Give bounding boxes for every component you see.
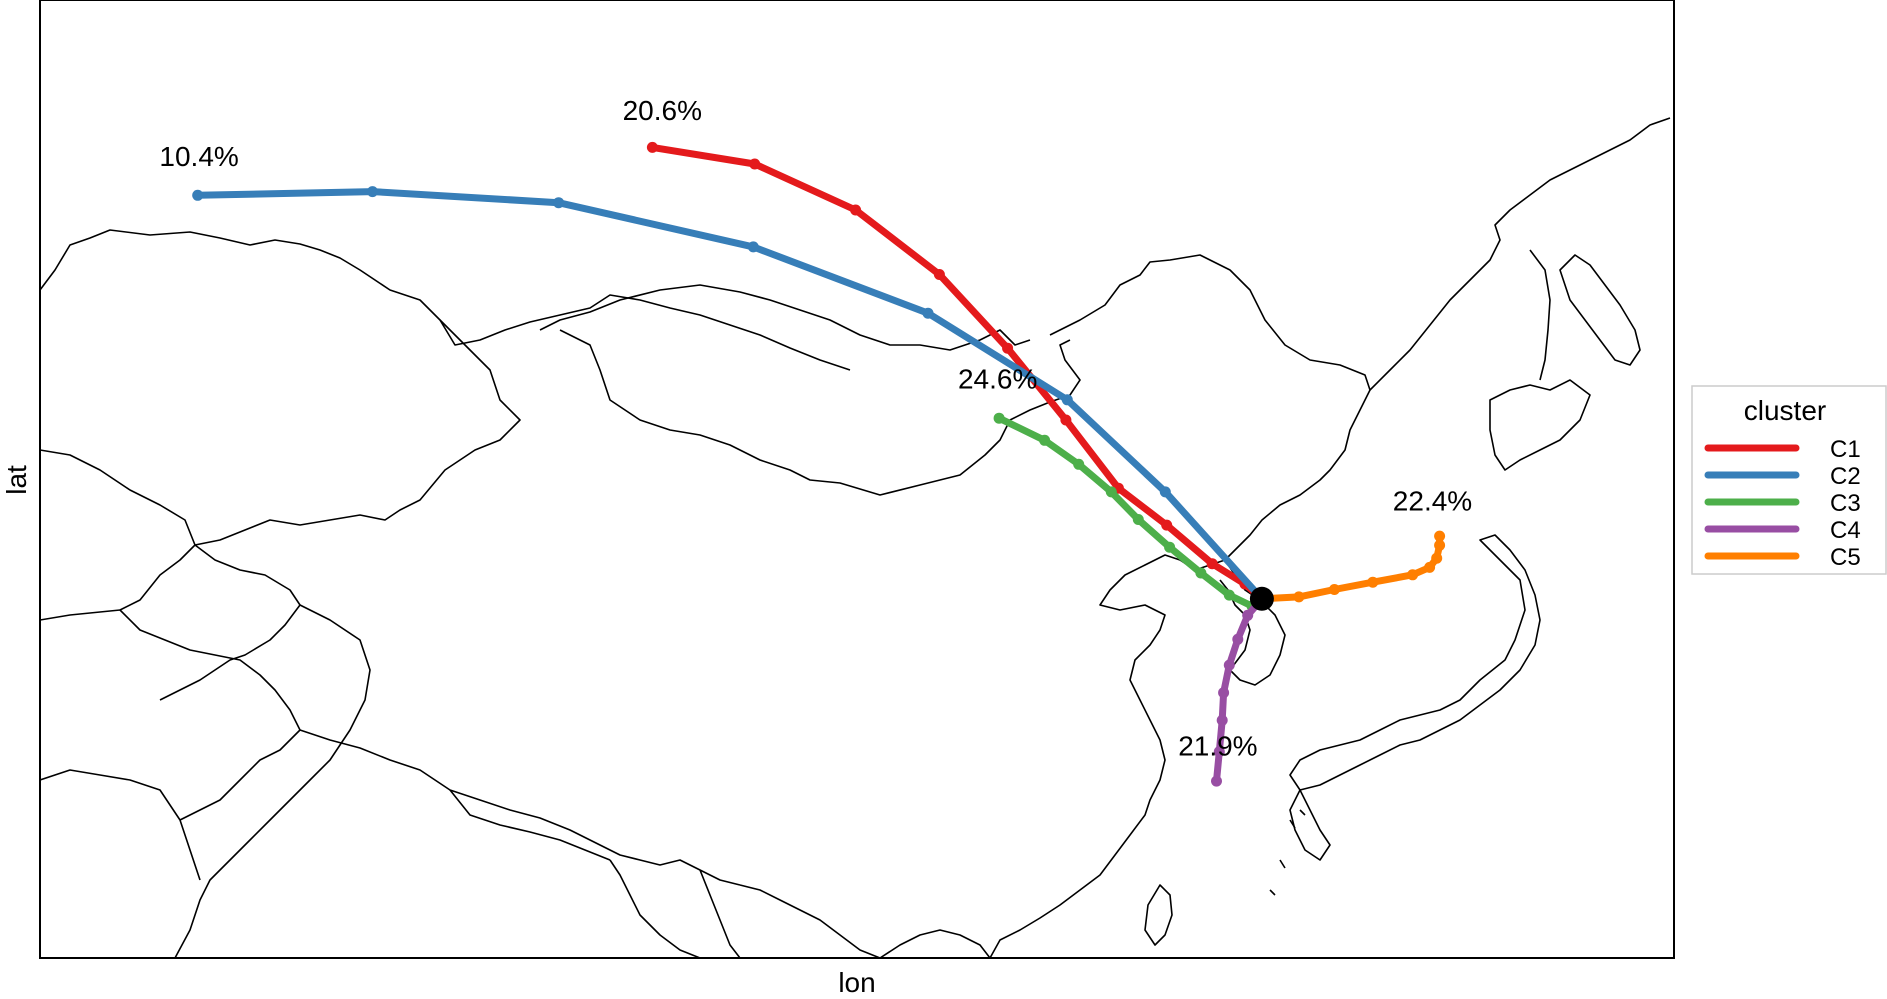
border-russia-mongolia	[539, 284, 1031, 351]
trajectory-point-c1	[1206, 558, 1218, 570]
border-pakistan-india	[174, 604, 371, 958]
trajectories	[192, 141, 1446, 787]
trajectory-point-c5	[1434, 539, 1446, 551]
trajectory-point-c2	[367, 186, 378, 198]
border-russia-kazakhstan	[40, 229, 851, 371]
percent-label-c3: 24.6%	[958, 364, 1037, 395]
trajectory-point-c3	[1132, 514, 1144, 525]
trajectory-point-c1	[749, 158, 761, 170]
trajectory-point-c4	[1232, 633, 1244, 645]
border-iran	[40, 609, 201, 881]
trajectory-point-c3	[1073, 458, 1085, 470]
border-taiwan	[1144, 884, 1173, 946]
percent-labels: 20.6% 10.4% 24.6% 21.9% 22.4%	[159, 95, 1472, 761]
trajectory-point-c4	[1211, 775, 1222, 787]
legend-label-c2: C2	[1830, 463, 1861, 490]
x-axis-label: lon	[838, 967, 875, 998]
trajectory-point-c3	[1105, 486, 1117, 498]
border-japan-hokkaido	[1489, 379, 1591, 471]
legend-label-c3: C3	[1830, 490, 1861, 517]
border-japan-kyushu	[1289, 789, 1331, 861]
border-kazakhstan-china	[194, 319, 521, 546]
border-myanmar	[609, 859, 881, 958]
trajectory-point-c5	[1434, 530, 1446, 542]
legend-label-c1: C1	[1830, 436, 1861, 463]
trajectory-point-c4	[1213, 746, 1225, 758]
legend-label-c4: C4	[1830, 517, 1861, 544]
trajectory-point-c3	[1039, 434, 1051, 446]
legend-box	[1691, 385, 1887, 575]
trajectory-point-c4	[1218, 687, 1230, 699]
border-nepal	[449, 789, 611, 861]
legend-label-c5: C5	[1830, 544, 1861, 571]
trajectory-point-c1	[646, 141, 658, 153]
trajectory-point-c3	[993, 412, 1005, 424]
border-japan-honshu	[1289, 534, 1541, 791]
percent-label-c4: 21.9%	[1178, 730, 1257, 761]
trajectory-point-c2	[1061, 394, 1073, 406]
border-central-asia	[159, 544, 301, 701]
trajectory-point-c2	[1159, 486, 1171, 498]
trajectory-point-c3	[1195, 567, 1207, 579]
origin-marker	[1249, 586, 1274, 611]
trajectory-point-c5	[1424, 561, 1436, 573]
trajectory-line-c5	[1258, 532, 1444, 603]
trajectory-point-c5	[1367, 576, 1379, 588]
trajectory-point-c2	[192, 189, 204, 201]
trajectory-point-c4	[1242, 609, 1254, 621]
trajectory-c2	[192, 186, 1268, 605]
border-se-asia	[879, 929, 991, 958]
legend-title: cluster	[1744, 395, 1826, 426]
border-islands	[1269, 809, 1306, 896]
trajectory-point-c1	[850, 204, 862, 216]
border-sakhalin	[1529, 249, 1551, 381]
trajectory-point-c3	[1164, 541, 1176, 553]
legend-item-c1: C1	[1704, 436, 1861, 463]
y-axis-label: lat	[1, 465, 32, 495]
legend-item-c4: C4	[1704, 517, 1861, 544]
percent-label-c2: 10.4%	[159, 141, 238, 172]
border-himalaya	[299, 729, 741, 886]
trajectory-line-c3	[995, 414, 1266, 610]
trajectory-point-c5	[1328, 584, 1340, 595]
percent-label-c5: 22.4%	[1393, 485, 1472, 516]
legend-item-c5: C5	[1704, 544, 1861, 571]
trajectory-point-c1	[1161, 519, 1173, 531]
border-kamchatka	[1559, 254, 1641, 366]
trajectory-point-c2	[922, 307, 934, 319]
border-russia-fareast	[1369, 117, 1671, 391]
trajectory-point-c5	[1431, 552, 1443, 564]
trajectory-c3	[993, 412, 1268, 612]
trajectory-point-c5	[1293, 591, 1305, 603]
map-panel-frame	[39, 0, 1675, 959]
border-northeast-china	[1049, 254, 1371, 561]
trajectory-point-c2	[747, 241, 759, 253]
trajectory-point-c1	[1060, 414, 1072, 426]
legend-item-c3: C3	[1704, 490, 1861, 517]
trajectory-point-c1	[933, 269, 945, 280]
trajectory-point-c4	[1223, 659, 1235, 671]
trajectory-point-c5	[1407, 569, 1419, 581]
trajectory-point-c3	[1223, 589, 1235, 601]
percent-label-c1: 20.6%	[623, 95, 702, 126]
basemap	[40, 117, 1671, 958]
border-laos-vietnam	[699, 869, 741, 958]
border-mongolia-china	[559, 329, 1081, 496]
trajectory-c5	[1256, 530, 1446, 605]
border-kazakhstan-west	[40, 449, 196, 611]
trajectory-point-c4	[1216, 714, 1228, 726]
trajectory-line-c2	[194, 188, 1266, 603]
border-afghanistan	[119, 609, 301, 821]
trajectory-point-c1	[1002, 342, 1014, 354]
trajectory-point-c2	[553, 197, 565, 209]
legend-item-c2: C2	[1704, 463, 1861, 490]
border-china-coast	[989, 554, 1226, 958]
